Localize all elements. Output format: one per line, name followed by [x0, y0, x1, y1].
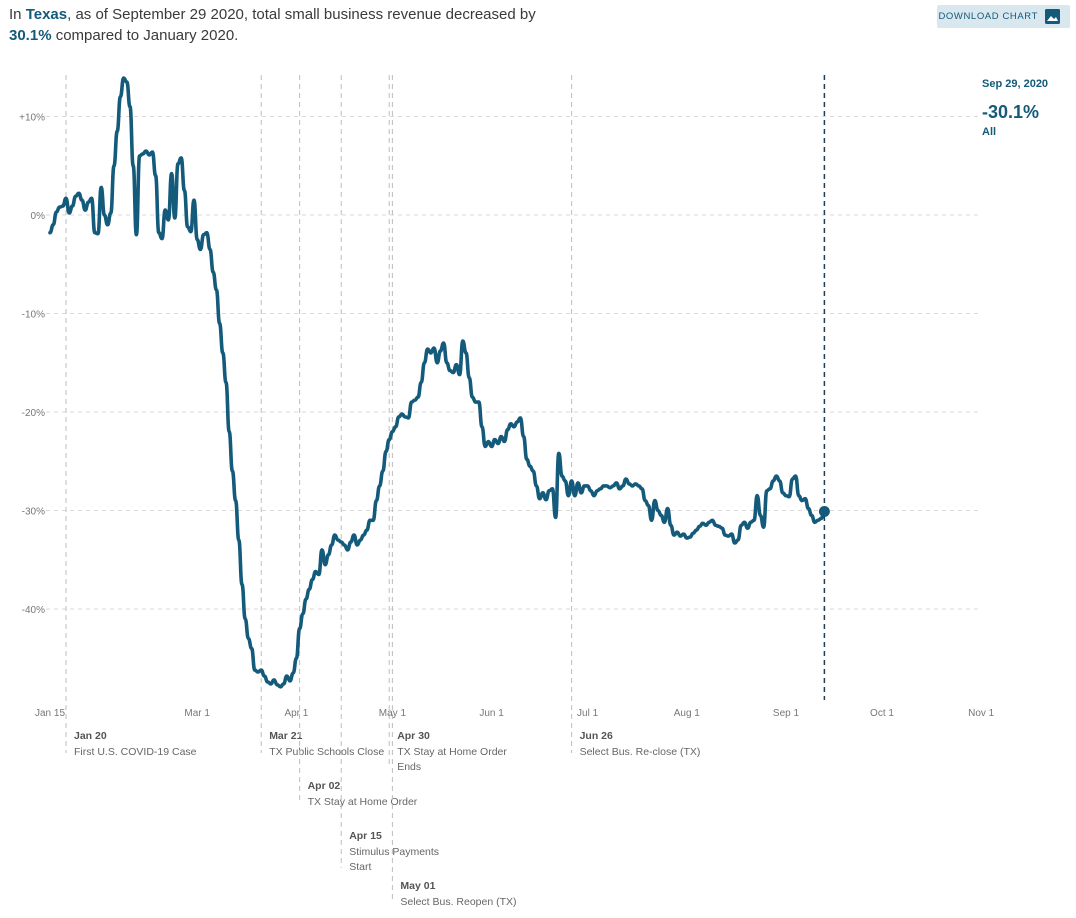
- x-tick-label: Aug 1: [674, 708, 701, 719]
- axes: +10% 0% -10% -20% -30% -40% Jan 15 Mar 1 Apr 1 Ma…: [19, 113, 995, 720]
- annotation-text: TX Stay at Home Order: [308, 796, 418, 808]
- annotation-date: Jan 20: [74, 730, 107, 742]
- annotation-text: TX Stay at Home Order: [397, 746, 507, 758]
- image-icon: [1045, 9, 1060, 24]
- x-tick-label: Jul 1: [577, 708, 599, 719]
- x-tick-label: Nov 1: [968, 708, 995, 719]
- annotation-text: Select Bus. Reopen (TX): [400, 896, 516, 908]
- hover-point: [818, 505, 830, 517]
- annotation-text: Select Bus. Re-close (TX): [580, 746, 701, 758]
- headline-middle: , as of September 29 2020, total small b…: [67, 6, 536, 23]
- annotation-text: First U.S. COVID-19 Case: [74, 746, 197, 758]
- download-chart-label: DOWNLOAD CHART: [938, 11, 1038, 22]
- hover-readout: Sep 29, 2020 -30.1% All: [982, 78, 1048, 138]
- readout-date: Sep 29, 2020: [982, 78, 1049, 90]
- x-tick-label: May 1: [379, 708, 407, 719]
- y-tick-label: +10%: [19, 113, 45, 124]
- headline-percent: 30.1%: [9, 27, 52, 44]
- headline: In Texas, as of September 29 2020, total…: [9, 4, 569, 46]
- annotation-date: Mar 21: [269, 730, 302, 742]
- x-tick-label: Apr 1: [284, 708, 308, 719]
- x-tick-label: Oct 1: [870, 708, 894, 719]
- annotation-date: Apr 30: [397, 730, 430, 742]
- y-tick-label: -40%: [22, 605, 45, 616]
- series-layer: [48, 76, 827, 689]
- event-annotations: Jan 20 First U.S. COVID-19 Case Mar 21 TX P…: [65, 75, 701, 908]
- annotation-date: Jun 26: [580, 730, 613, 742]
- y-tick-label: -10%: [22, 310, 45, 321]
- hover-layer: [818, 75, 830, 700]
- annotation-text: Start: [349, 861, 371, 873]
- download-chart-button[interactable]: DOWNLOAD CHART: [937, 5, 1070, 28]
- series-line-all: [48, 76, 827, 689]
- readout-value: -30.1%: [982, 102, 1040, 122]
- x-tick-label: Sep 1: [773, 708, 800, 719]
- annotation-date: May 01: [400, 880, 435, 892]
- x-tick-label: Mar 1: [184, 708, 210, 719]
- annotation-date: Apr 15: [349, 830, 382, 842]
- headline-state: Texas: [25, 6, 68, 23]
- readout-series: All: [982, 126, 997, 138]
- x-tick-label: Jun 1: [479, 708, 504, 719]
- annotation-text: TX Public Schools Close: [269, 746, 384, 758]
- annotation-text: Ends: [397, 761, 421, 773]
- y-tick-label: -30%: [22, 507, 45, 518]
- y-tick-label: 0%: [31, 211, 46, 222]
- headline-suffix: compared to January 2020.: [51, 27, 239, 44]
- annotation-text: Stimulus Payments: [349, 846, 439, 858]
- annotation-date: Apr 02: [308, 780, 341, 792]
- headline-prefix: In: [9, 6, 26, 23]
- x-tick-label: Jan 15: [35, 708, 65, 719]
- gridlines: [46, 116, 982, 610]
- y-tick-label: -20%: [22, 408, 45, 419]
